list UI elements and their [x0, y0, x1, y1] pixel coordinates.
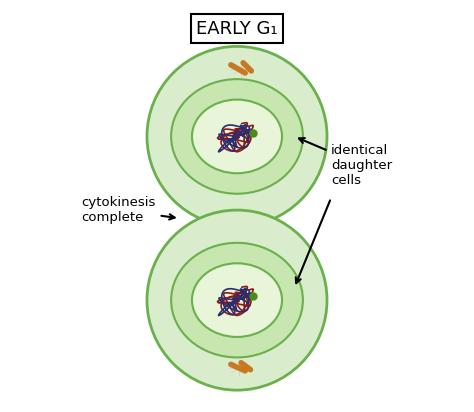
Ellipse shape — [171, 79, 303, 194]
Ellipse shape — [147, 210, 327, 390]
Text: cytokinesis
complete: cytokinesis complete — [82, 196, 174, 224]
Ellipse shape — [192, 100, 282, 173]
Ellipse shape — [192, 263, 282, 337]
Ellipse shape — [171, 243, 303, 358]
Ellipse shape — [147, 47, 327, 227]
Text: EARLY G₁: EARLY G₁ — [196, 20, 278, 38]
Text: identical
daughter
cells: identical daughter cells — [299, 138, 392, 187]
